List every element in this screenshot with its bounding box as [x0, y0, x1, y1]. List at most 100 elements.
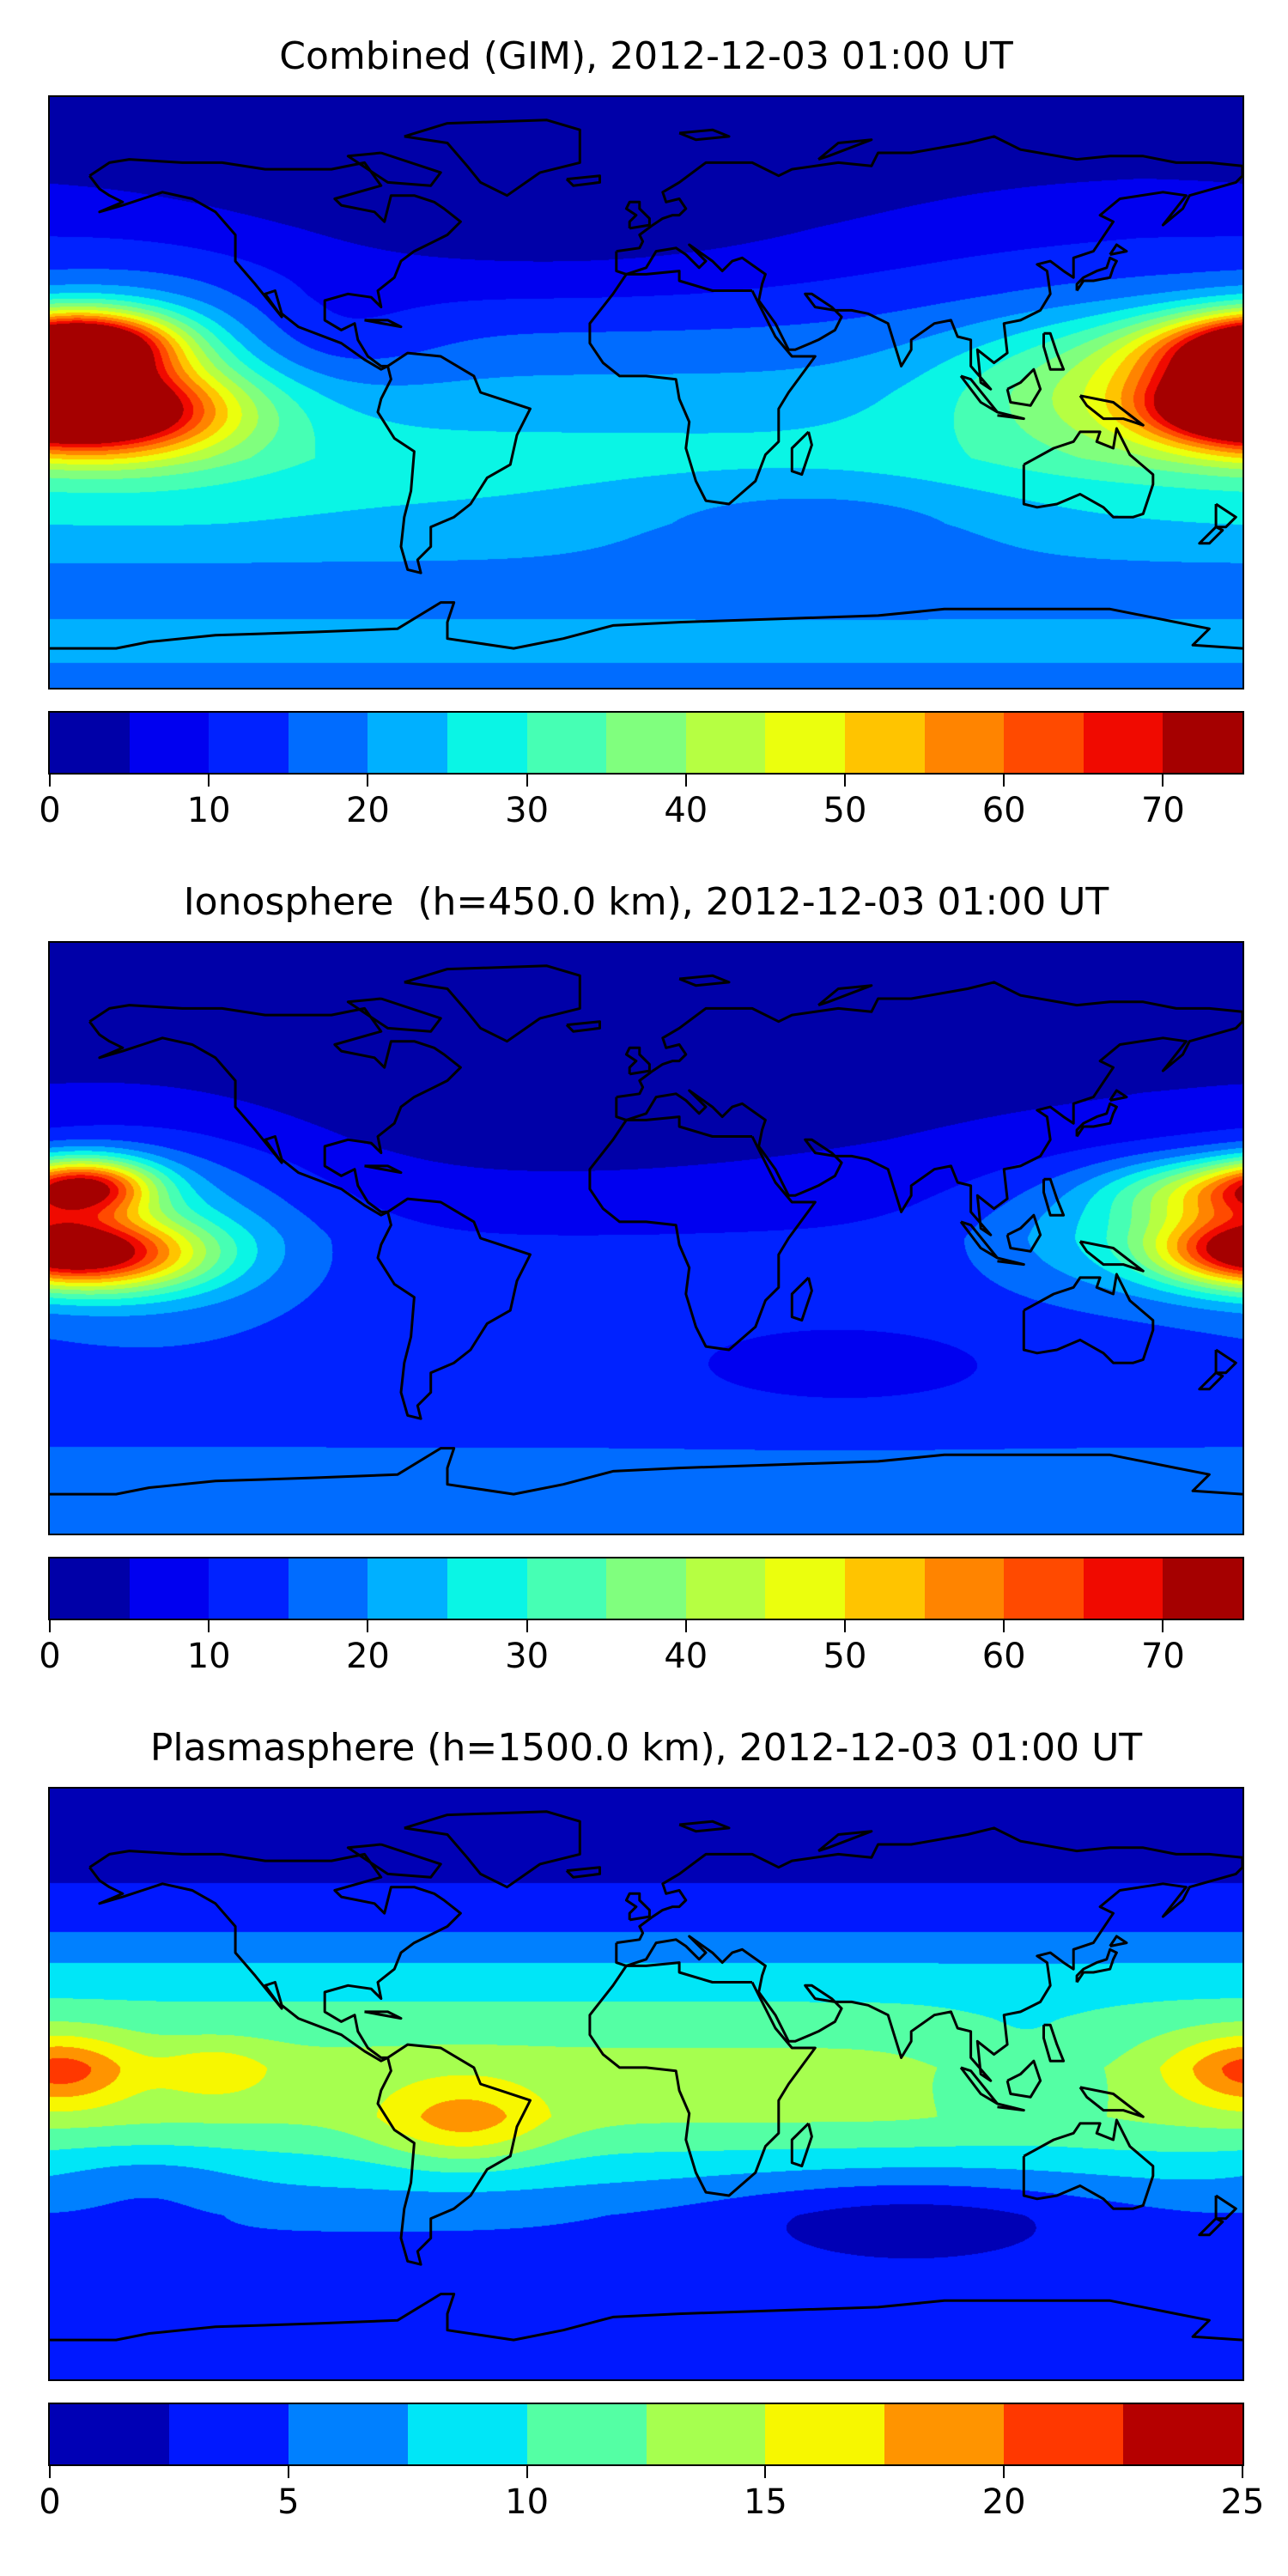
colorbar-segment	[1083, 1558, 1164, 1619]
chart-title: Ionosphere (h=450.0 km), 2012-12-03 01:0…	[183, 880, 1109, 924]
coastline-hokkaido	[1109, 1089, 1128, 1102]
colorbar-tick-label: 0	[39, 791, 61, 830]
coastline-japan	[1075, 256, 1118, 292]
colorbar-tick-label: 60	[981, 1637, 1026, 1676]
coastlines	[50, 1810, 1242, 2342]
coastline-greenland	[404, 964, 581, 1043]
colorbar-tick	[1003, 1620, 1005, 1632]
colorbar-tick	[526, 2466, 528, 2478]
colorbar-segment	[50, 713, 131, 773]
colorbar-tick-label: 40	[664, 791, 708, 830]
colorbar: 0 10 20 30 40 50 60 70	[39, 711, 1244, 830]
coastline-new-zealand-north	[1214, 502, 1237, 529]
colorbar-segment	[685, 713, 767, 773]
tec-map	[48, 1787, 1244, 2381]
coastline-new-guinea	[1078, 2086, 1145, 2118]
coastline-novaya-zemlya	[817, 138, 873, 161]
coastline-africa	[588, 1961, 817, 2197]
coastline-new-zealand-south	[1198, 526, 1224, 545]
coastline-svalbard	[678, 1820, 731, 1833]
colorbar-segment	[526, 1558, 608, 1619]
colorbar-tick	[49, 1620, 51, 1632]
coastline-australia	[1022, 2118, 1155, 2210]
coastline-java	[997, 2102, 1025, 2112]
coastline-madagascar	[790, 1276, 813, 1322]
coastline-australia	[1022, 427, 1155, 519]
coastline-borneo	[1005, 1213, 1042, 1253]
colorbar-segment	[288, 713, 369, 773]
coastline-north-america	[88, 1850, 462, 2063]
colorbar-tick-label: 30	[505, 1637, 550, 1676]
colorbar-tick-label: 20	[345, 791, 390, 830]
coastline-java	[997, 1256, 1025, 1267]
colorbar-segment	[168, 2404, 289, 2464]
filled-contours	[50, 1789, 1242, 2379]
colorbar: 0 5 10 15 20 25	[39, 2403, 1264, 2522]
colorbar-tick	[526, 775, 528, 787]
filled-contours	[50, 943, 1242, 1534]
panel-plasmasphere: Plasmasphere (h=1500.0 km), 2012-12-03 0…	[0, 1692, 1288, 2537]
tec-map	[48, 95, 1244, 690]
coastline-greenland	[404, 118, 581, 197]
colorbar-tick	[49, 775, 51, 787]
coastline-baffin-island	[346, 1843, 442, 1879]
colorbar-tick	[764, 2466, 767, 2478]
colorbar-tick-label: 70	[1140, 791, 1185, 830]
colorbar-tick	[1162, 1620, 1164, 1632]
coastline-antarctica	[50, 2293, 1242, 2342]
colorbar-segment	[526, 2404, 647, 2464]
coastline-japan	[1075, 1102, 1118, 1138]
map-frame	[48, 941, 1244, 1535]
colorbar-tick-label: 25	[1220, 2482, 1265, 2522]
colorbar-tick-label: 0	[39, 2482, 61, 2522]
coastline-south-america	[376, 2043, 532, 2266]
colorbar-segment	[447, 1558, 528, 1619]
colorbar-tick-label: 50	[823, 1637, 867, 1676]
colorbar-tick	[684, 775, 687, 787]
chart-title: Plasmasphere (h=1500.0 km), 2012-12-03 0…	[149, 1726, 1143, 1770]
coastline-new-guinea	[1078, 394, 1145, 427]
colorbar-segment	[924, 713, 1005, 773]
colorbar-tick	[208, 1620, 210, 1632]
colorbar-segment	[368, 1558, 448, 1619]
coastline-iceland	[565, 1866, 601, 1879]
coastline-new-zealand-south	[1198, 2217, 1224, 2237]
coastline-iceland	[565, 1020, 601, 1033]
coastline-java	[997, 410, 1025, 421]
coastline-philippines	[1042, 2023, 1066, 2063]
colorbar-tick-label: 20	[981, 2482, 1026, 2522]
colorbar-tick	[844, 775, 846, 787]
colorbar-tick	[367, 775, 369, 787]
coastline-uk	[624, 200, 651, 230]
colorbar-segment	[288, 2404, 409, 2464]
coastline-eurasia	[615, 1826, 1242, 2082]
colorbar-tick-label: 30	[505, 791, 550, 830]
colorbar-frame	[48, 2403, 1244, 2466]
map-frame	[48, 1787, 1244, 2381]
coastline-cuba	[364, 319, 403, 329]
coastline-novaya-zemlya	[817, 984, 873, 1007]
coastline-svalbard	[678, 128, 731, 142]
coastline-south-america	[376, 351, 532, 574]
coastline-baffin-island	[346, 997, 442, 1033]
colorbar-segment	[646, 2404, 767, 2464]
colorbar-tick	[684, 1620, 687, 1632]
colorbar-segment	[50, 2404, 170, 2464]
colorbar-tick-label: 0	[39, 1637, 61, 1676]
colorbar-tick	[1162, 775, 1164, 787]
colorbar-tick-label: 60	[981, 791, 1026, 830]
coastline-sumatra	[959, 2066, 999, 2105]
colorbar-segment	[1004, 1558, 1084, 1619]
coastline-uk	[624, 1046, 651, 1076]
coastline-new-zealand-north	[1214, 2194, 1237, 2221]
coastline-australia	[1022, 1273, 1155, 1364]
coastline-new-guinea	[1078, 1240, 1145, 1273]
colorbar-tick	[1003, 775, 1005, 787]
colorbar-tick-label: 70	[1140, 1637, 1185, 1676]
colorbar-tick	[287, 2466, 289, 2478]
colorbar-tick-label: 10	[186, 791, 231, 830]
colorbar-tick-label: 10	[505, 2482, 550, 2522]
coastline-iceland	[565, 174, 601, 187]
colorbar-segment	[1163, 713, 1243, 773]
colorbar-tick	[526, 1620, 528, 1632]
